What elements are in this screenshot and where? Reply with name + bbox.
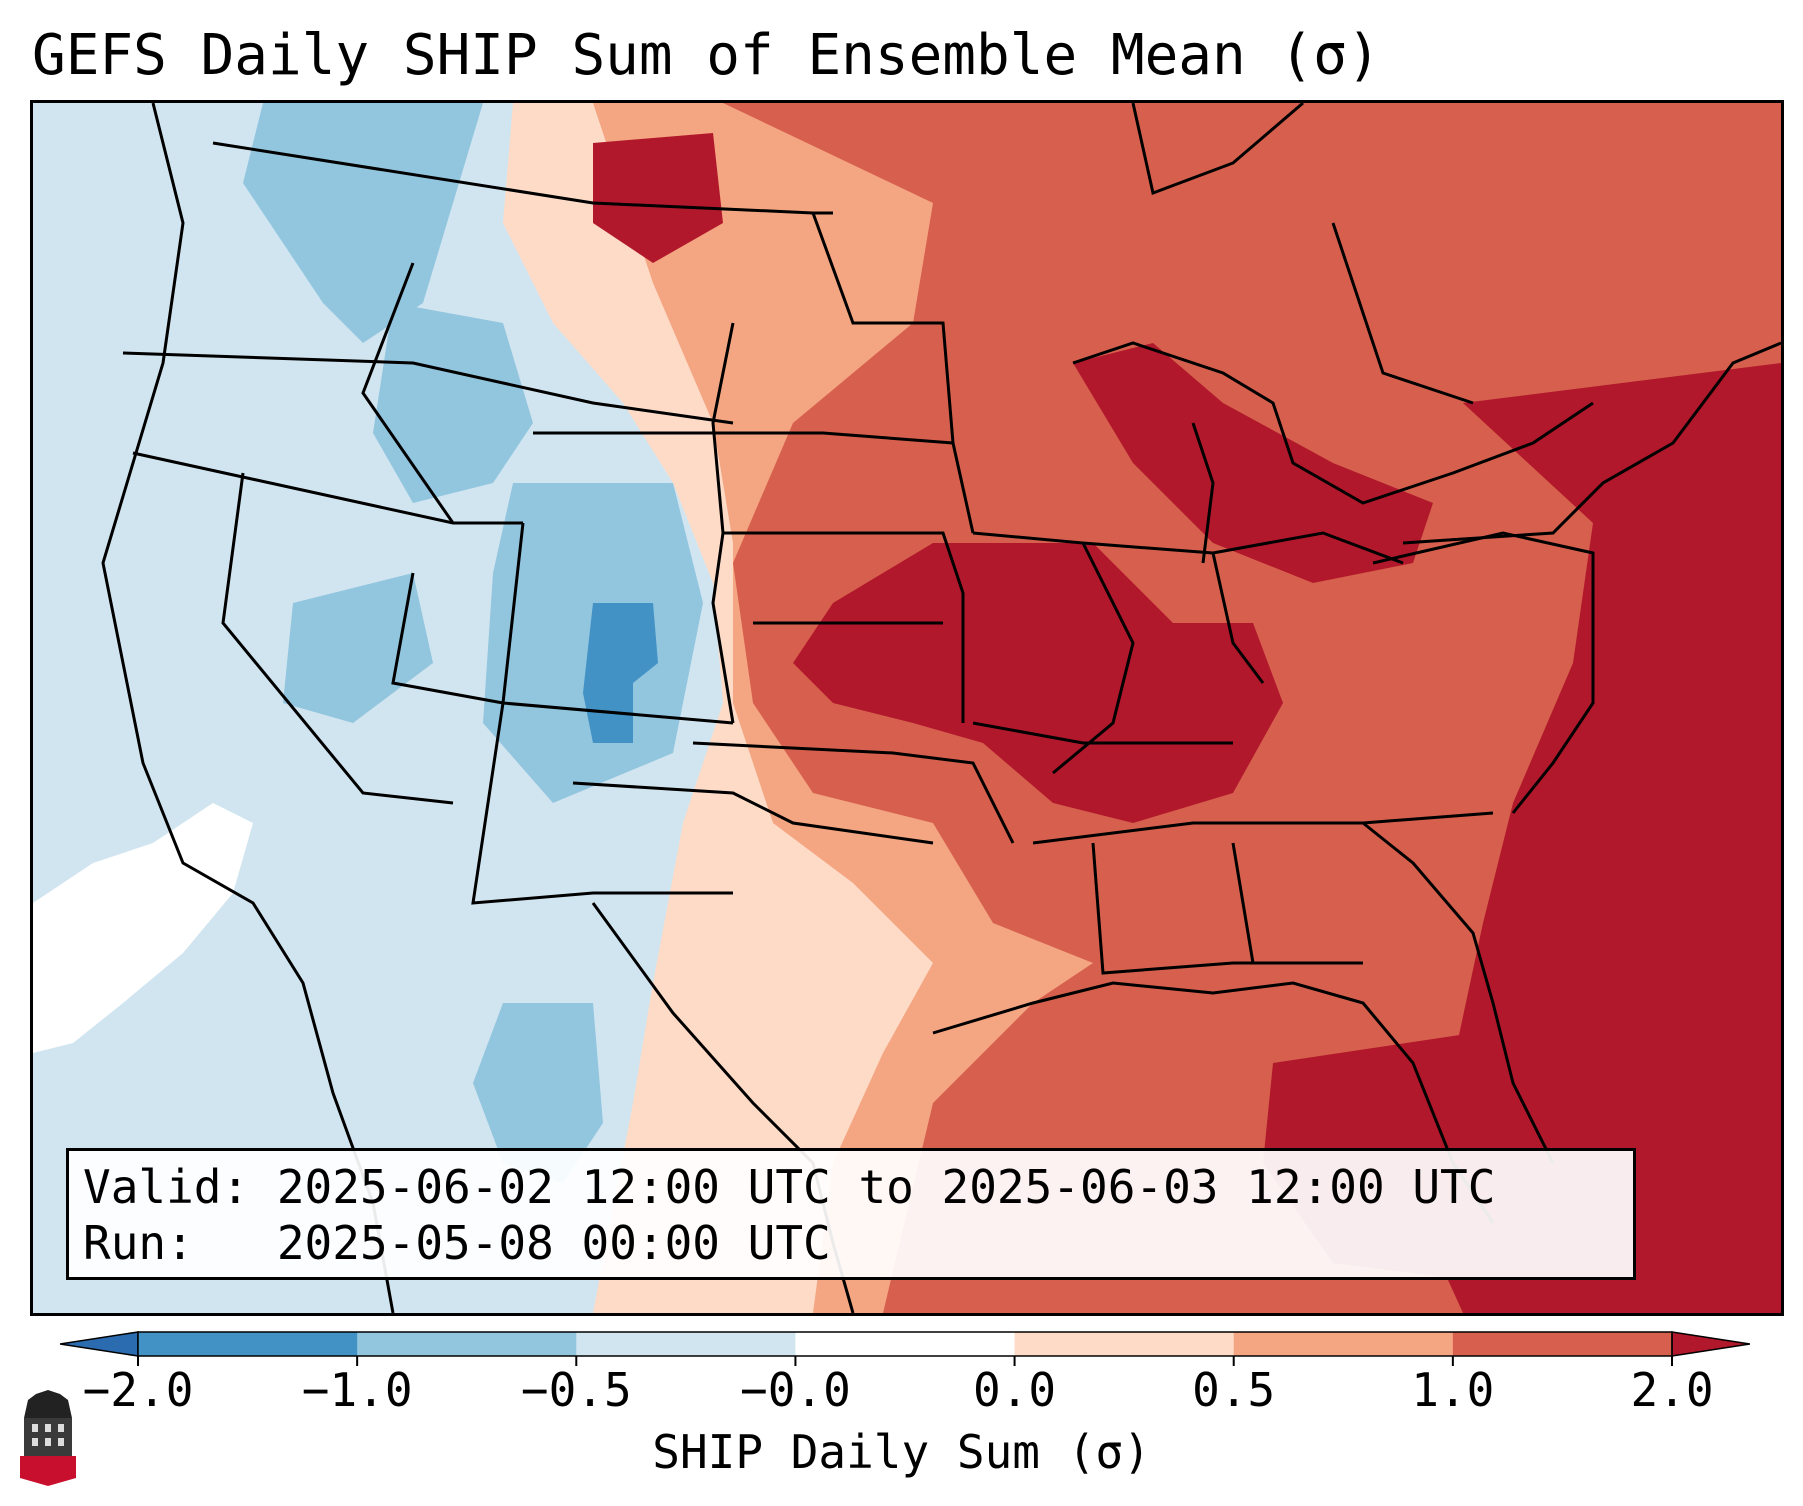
region-great-lakes-max [1073,343,1433,583]
colorbar-outline [137,1331,1673,1357]
region-idaho-blue [373,303,533,503]
colorbar-tick-label: 0.0 [973,1363,1057,1417]
region-atlantic-max [1413,363,1781,1313]
colorbar-bin [795,1332,1016,1356]
niu-logo [20,1390,76,1486]
colorbar-bin [1233,1332,1454,1356]
logo-building-icon [24,1418,72,1456]
map-panel [30,100,1784,1316]
map-title: GEFS Daily SHIP Sum of Ensemble Mean (σ) [32,23,1381,88]
colorbar-bin [138,1332,358,1356]
colorbar-tick-label: 1.0 [1411,1363,1495,1417]
state-boundaries [101,103,1781,1313]
colorbar-bin [1452,1332,1673,1356]
logo-shield-icon [20,1456,76,1486]
logo-roof-icon [24,1390,72,1418]
colorbar-tick-label: −2.0 [82,1363,194,1417]
region-nevada-blue [283,573,433,723]
ship-anomaly-map [33,103,1781,1313]
region-colorado-core [583,603,658,743]
colorbar-bin [1014,1332,1235,1356]
colorbar-tick-label: 2.0 [1630,1363,1714,1417]
region-montana-max [593,133,723,263]
colorbar-bin [357,1332,577,1356]
colorbar-tick-label: −0.5 [520,1363,632,1417]
colorbar-bin [576,1332,796,1356]
validity-info-box: Valid: 2025-06-02 12:00 UTC to 2025-06-0… [66,1148,1636,1280]
colorbar-tick-label: −0.0 [740,1363,851,1417]
colorbar-extend-high [1671,1331,1750,1357]
region-northwest-blue [243,103,483,343]
colorbar-label: SHIP Daily Sum (σ) [652,1425,1151,1479]
run-time-line: Run: 2025-05-08 00:00 UTC [83,1216,831,1270]
colorbar-tick-label: −1.0 [301,1363,413,1417]
region-midwest-max [793,543,1283,823]
colorbar-tick-label: 0.5 [1192,1363,1276,1417]
colorbar [60,1331,1750,1366]
valid-time-line: Valid: 2025-06-02 12:00 UTC to 2025-06-0… [83,1160,1496,1214]
region-nm-blue [473,1003,603,1183]
region-pacific-neutral [33,803,253,1053]
colorbar-extend-low [60,1331,139,1357]
